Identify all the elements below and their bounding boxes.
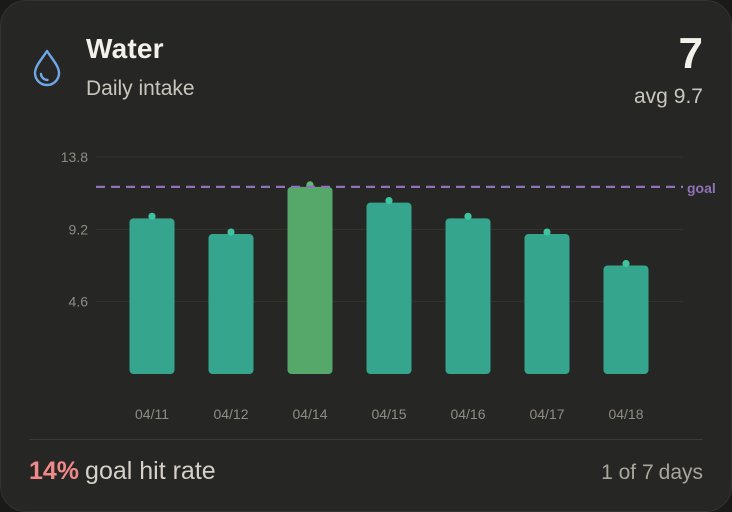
average-label: avg: [633, 85, 668, 108]
average-readout: avg 9.7: [634, 85, 703, 109]
bar-top-marker: [464, 212, 472, 220]
hit-rate-percent: 14%: [29, 457, 80, 485]
x-tick-label: 04/12: [213, 406, 248, 422]
bar-top-marker: [227, 228, 235, 236]
bar: [366, 202, 412, 374]
x-tick-label: 04/11: [135, 406, 169, 422]
current-value: 7: [678, 29, 703, 78]
bar: [524, 234, 570, 374]
x-tick-label: 04/16: [450, 406, 485, 422]
bar: [208, 234, 254, 374]
y-tick-label: 13.8: [61, 149, 88, 165]
bar-chart-svg: 4.6 9.2 13.8 04/11 04/12 04/14 04/15 04/16 04/17…: [61, 149, 716, 422]
goal-hit-rate: 14% goal hit rate: [29, 457, 216, 486]
card-subtitle: Daily intake: [86, 77, 195, 100]
average-value: 9.7: [673, 85, 703, 108]
bar-top-marker: [148, 212, 156, 220]
bar: [129, 218, 175, 374]
y-tick-label: 4.6: [69, 294, 89, 310]
x-tick-label: 04/18: [608, 406, 643, 422]
bar-top-marker: [385, 197, 393, 205]
goal-label: goal: [687, 180, 716, 196]
x-tick-label: 04/17: [529, 406, 564, 422]
y-tick-label: 9.2: [69, 221, 89, 237]
x-tick-label: 04/14: [292, 406, 327, 422]
bar: [287, 186, 333, 374]
hit-rate-label: goal hit rate: [85, 457, 216, 485]
bar-top-marker: [622, 259, 630, 268]
days-hit-count: 1 of 7 days: [601, 461, 703, 485]
bar-top-marker: [543, 228, 551, 236]
divider: [29, 439, 703, 440]
bar: [445, 218, 491, 374]
x-tick-label: 04/15: [371, 406, 406, 422]
bar-chart: 4.6 9.2 13.8 04/11 04/12 04/14 04/15 04/16 04/17…: [1, 131, 731, 431]
card-title: Water: [86, 33, 164, 64]
water-drop-icon: [29, 47, 65, 87]
bar: [603, 265, 649, 374]
days-label: days: [658, 461, 703, 484]
days-count: 1 of 7: [601, 461, 654, 484]
